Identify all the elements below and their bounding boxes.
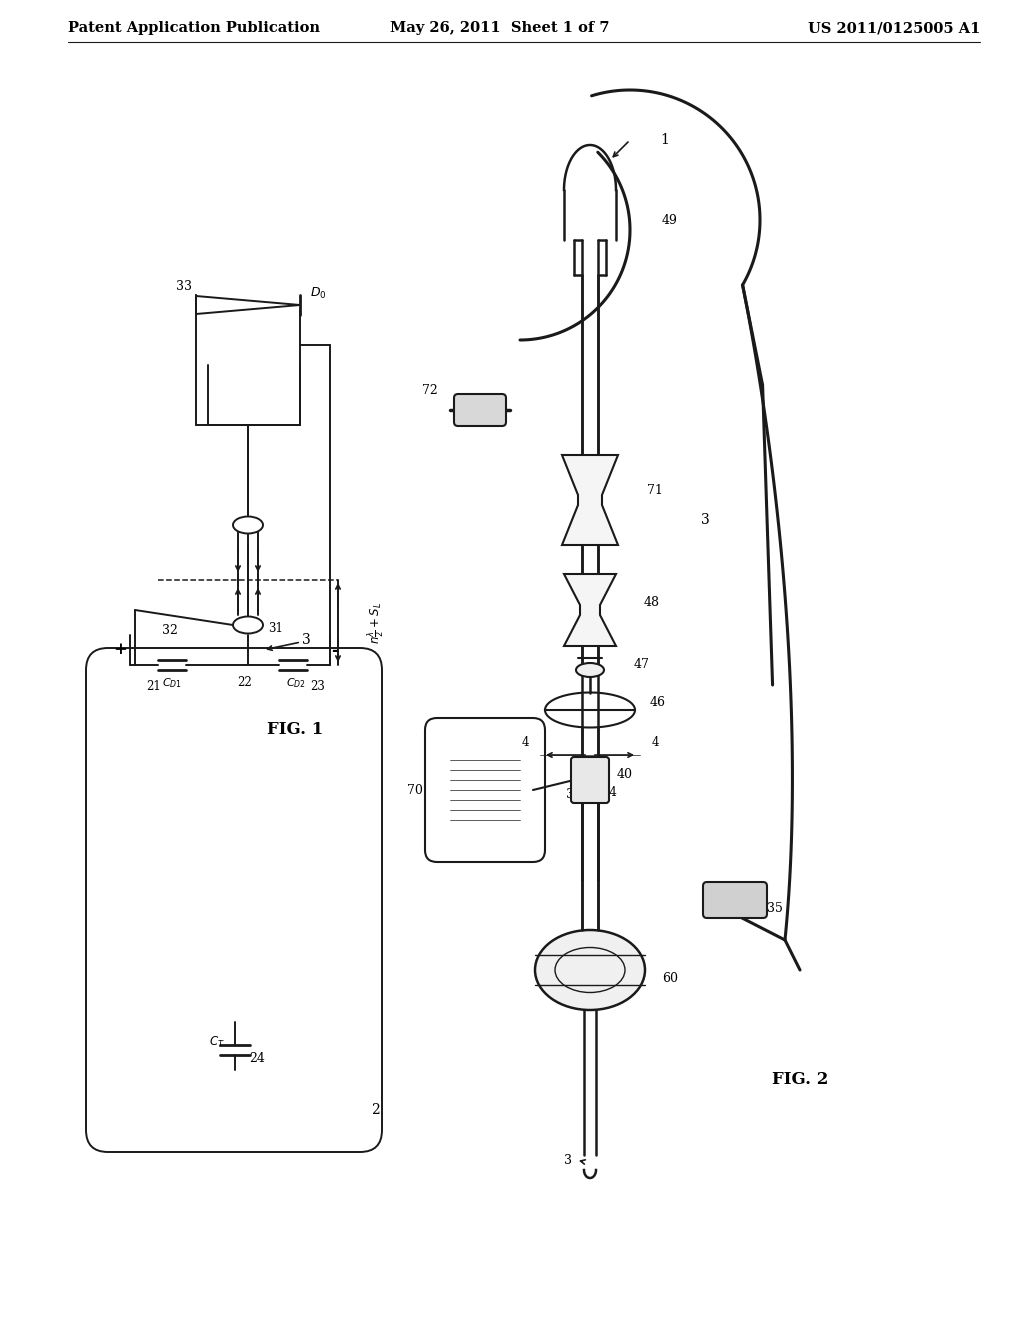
Text: 24: 24 [249,1052,265,1064]
Text: $C_{D2}$: $C_{D2}$ [286,676,306,690]
Text: Patent Application Publication: Patent Application Publication [68,21,319,36]
Text: 33: 33 [176,281,193,293]
Text: 48: 48 [644,595,660,609]
FancyBboxPatch shape [454,393,506,426]
Text: 3: 3 [564,1154,572,1167]
Ellipse shape [233,616,263,634]
FancyBboxPatch shape [571,756,609,803]
Text: 70: 70 [408,784,423,796]
Polygon shape [564,574,616,645]
Text: 23: 23 [310,681,326,693]
Text: 3: 3 [566,788,574,801]
Text: 4: 4 [521,737,528,750]
Text: 71: 71 [647,483,663,496]
Text: 31: 31 [268,622,284,635]
Ellipse shape [233,516,263,533]
Text: $D_0$: $D_0$ [309,285,327,301]
Text: FIG. 1: FIG. 1 [267,722,324,738]
Text: 4: 4 [651,737,658,750]
Text: 32: 32 [162,623,178,636]
Text: $C_T$: $C_T$ [209,1035,225,1049]
Text: 47: 47 [634,659,650,672]
Polygon shape [562,455,618,545]
Text: May 26, 2011  Sheet 1 of 7: May 26, 2011 Sheet 1 of 7 [390,21,609,36]
Text: 1: 1 [660,133,670,147]
Text: 46: 46 [650,696,666,709]
Text: $n\frac{\lambda}{2}+S_L$: $n\frac{\lambda}{2}+S_L$ [366,602,387,644]
Text: 35: 35 [767,902,783,915]
Text: 21: 21 [146,681,162,693]
Text: 2: 2 [371,1104,379,1117]
Text: 22: 22 [238,676,252,689]
Text: 60: 60 [662,972,678,985]
Ellipse shape [575,663,604,677]
Text: 14: 14 [602,785,617,799]
Text: 49: 49 [663,214,678,227]
Ellipse shape [535,931,645,1010]
Text: 3: 3 [700,513,710,527]
Text: US 2011/0125005 A1: US 2011/0125005 A1 [808,21,980,36]
Text: 3: 3 [302,634,310,647]
Text: $C_{D1}$: $C_{D1}$ [162,676,182,690]
Text: 72: 72 [422,384,438,396]
Text: +: + [113,642,127,659]
Text: 40: 40 [617,768,633,781]
Text: -: - [332,642,339,659]
Text: FIG. 2: FIG. 2 [772,1072,828,1089]
FancyBboxPatch shape [703,882,767,917]
